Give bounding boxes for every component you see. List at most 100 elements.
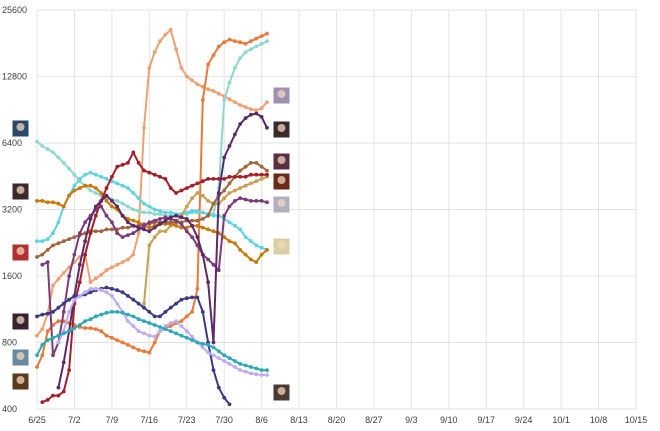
data-point [131, 191, 136, 195]
data-point [35, 199, 39, 203]
data-point [265, 248, 269, 252]
x-tick-label: 10/15 [625, 415, 648, 425]
data-point [184, 210, 189, 215]
data-point [227, 80, 232, 85]
data-point [88, 217, 93, 221]
data-point [45, 147, 50, 152]
data-point [126, 161, 130, 165]
data-point [206, 87, 211, 92]
data-point [265, 172, 269, 177]
data-point [56, 385, 61, 390]
data-point [190, 235, 195, 240]
data-point [259, 164, 264, 169]
data-point [131, 314, 136, 319]
data-point [259, 245, 264, 250]
avatar-face [277, 176, 286, 184]
data-point [147, 220, 152, 225]
data-point [190, 223, 195, 228]
data-point [174, 331, 179, 336]
data-point [179, 188, 184, 193]
data-point [238, 56, 243, 60]
data-point [93, 314, 98, 319]
data-point [56, 340, 61, 345]
data-point [179, 215, 184, 220]
data-point [56, 155, 61, 160]
data-point [83, 172, 87, 177]
data-point [163, 324, 168, 328]
data-point [99, 229, 104, 234]
data-point [222, 155, 227, 160]
x-tick-label: 8/13 [290, 415, 308, 425]
data-point [222, 353, 227, 358]
data-point [243, 105, 248, 109]
data-point [233, 174, 237, 179]
data-point [211, 53, 216, 57]
data-point [195, 191, 200, 195]
data-point [265, 125, 269, 130]
data-point [233, 100, 237, 104]
data-point [249, 107, 253, 112]
data-point [35, 139, 39, 144]
data-point [200, 179, 205, 184]
data-point [249, 371, 253, 376]
series-line [57, 112, 268, 388]
data-point [184, 329, 189, 334]
data-point [184, 229, 189, 234]
data-point [249, 47, 253, 52]
data-point [126, 319, 130, 323]
y-tick-label: 400 [2, 404, 17, 414]
data-point [184, 204, 189, 209]
data-point [88, 317, 93, 322]
data-point [227, 204, 232, 209]
series-11 [56, 286, 269, 377]
data-point [254, 366, 259, 371]
data-point [83, 326, 87, 330]
data-point [115, 262, 120, 267]
data-point [265, 200, 269, 205]
data-point [99, 199, 104, 203]
data-point [243, 197, 248, 202]
data-point [104, 227, 109, 232]
data-point [249, 181, 253, 186]
data-point [265, 100, 269, 104]
avatar-face [277, 124, 286, 132]
data-point [35, 353, 39, 358]
data-point [233, 66, 237, 70]
data-point [152, 207, 157, 212]
data-point [174, 191, 179, 195]
data-point [72, 252, 77, 257]
data-point [93, 276, 98, 281]
data-point [254, 36, 259, 41]
data-point [110, 199, 114, 203]
data-point [163, 177, 168, 181]
data-point [142, 349, 146, 354]
data-point [126, 233, 130, 238]
data-point [254, 372, 259, 377]
data-point [40, 327, 45, 331]
data-point [40, 400, 45, 404]
data-point [168, 329, 173, 334]
data-point [211, 229, 216, 234]
data-point [110, 294, 114, 298]
data-point [158, 174, 162, 179]
data-point [211, 353, 216, 358]
data-point [152, 235, 157, 240]
data-point [72, 294, 77, 298]
data-point [200, 310, 205, 314]
data-point [136, 196, 141, 201]
data-point [120, 213, 125, 218]
data-point [222, 98, 227, 103]
data-point [67, 193, 71, 198]
data-point [216, 268, 221, 273]
data-point [206, 350, 211, 355]
data-point [99, 204, 104, 209]
data-point [184, 335, 189, 340]
data-point [67, 297, 71, 302]
data-point [35, 255, 39, 259]
data-point [184, 314, 189, 319]
data-point [179, 319, 184, 323]
data-point [216, 356, 221, 360]
data-point [249, 257, 253, 262]
data-point [72, 326, 77, 330]
x-tick-label: 8/20 [328, 415, 346, 425]
